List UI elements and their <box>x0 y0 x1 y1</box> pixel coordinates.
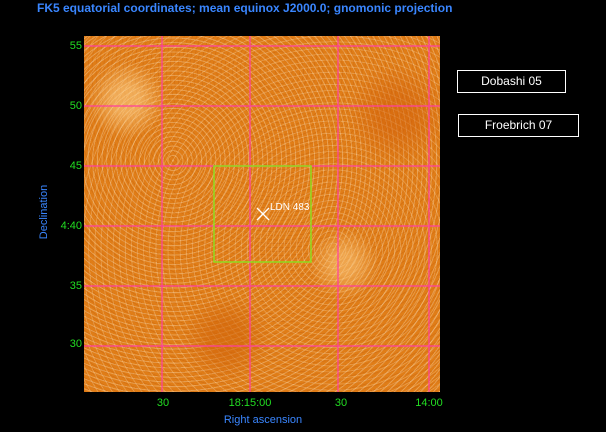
y-tick-label: 45 <box>69 160 82 172</box>
y-tick-label: 4:40 <box>60 220 82 232</box>
sky-image[interactable] <box>84 36 440 392</box>
y-tick-label: 50 <box>69 100 82 112</box>
x-tick-label: 18:15:00 <box>228 397 272 409</box>
y-axis-label: Declination <box>38 184 50 240</box>
dobashi-05-button[interactable]: Dobashi 05 <box>457 70 566 93</box>
target-label: LDN 483 <box>270 202 310 213</box>
y-tick-label: 55 <box>69 40 82 52</box>
x-tick-label: 14:00 <box>415 397 443 409</box>
y-tick-label: 35 <box>69 280 82 292</box>
x-axis-label: Right ascension <box>223 414 303 426</box>
field-box <box>213 165 312 263</box>
target-marker <box>256 207 270 221</box>
plot-title: FK5 equatorial coordinates; mean equinox… <box>37 1 453 15</box>
grid-lines <box>84 36 440 392</box>
x-tick-label: 30 <box>156 397 170 409</box>
froebrich-07-button[interactable]: Froebrich 07 <box>458 114 579 137</box>
x-tick-label: 30 <box>334 397 348 409</box>
y-tick-label: 30 <box>69 338 82 350</box>
